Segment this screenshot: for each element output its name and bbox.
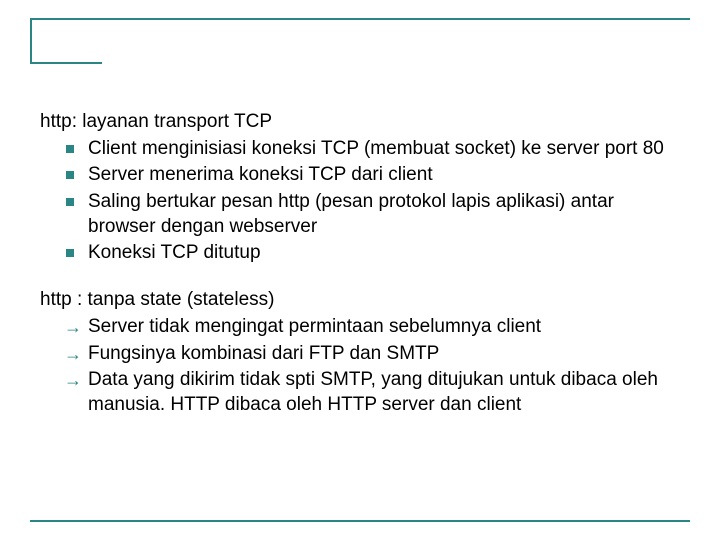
list-item-text: Server tidak mengingat permintaan sebelu… — [88, 316, 541, 337]
list-item-text: Server menerima koneksi TCP dari client — [88, 164, 433, 185]
list-item-text: Fungsinya kombinasi dari FTP dan SMTP — [88, 343, 439, 364]
list-item: Server tidak mengingat permintaan sebelu… — [66, 315, 680, 340]
list-item: Data yang dikirim tidak spti SMTP, yang … — [66, 368, 680, 417]
list-item-text: Data yang dikirim tidak spti SMTP, yang … — [88, 369, 658, 415]
top-border-line — [30, 18, 690, 20]
section2-heading: http : tanpa state (stateless) — [40, 288, 680, 313]
list-item: Koneksi TCP ditutup — [66, 241, 680, 266]
list-item: Client menginisiasi koneksi TCP (membuat… — [66, 137, 680, 162]
section1-heading: http: layanan transport TCP — [40, 110, 680, 135]
corner-accent — [30, 18, 102, 64]
list-item-text: Client menginisiasi koneksi TCP (membuat… — [88, 138, 664, 159]
list-item: Fungsinya kombinasi dari FTP dan SMTP — [66, 342, 680, 367]
section2-list: Server tidak mengingat permintaan sebelu… — [40, 315, 680, 418]
slide-content: http: layanan transport TCP Client mengi… — [40, 110, 680, 440]
section1-list: Client menginisiasi koneksi TCP (membuat… — [40, 137, 680, 266]
list-item: Server menerima koneksi TCP dari client — [66, 163, 680, 188]
list-item-text: Saling bertukar pesan http (pesan protok… — [88, 191, 614, 237]
list-item-text: Koneksi TCP ditutup — [88, 242, 261, 263]
list-item: Saling bertukar pesan http (pesan protok… — [66, 190, 680, 239]
bottom-border-line — [30, 520, 690, 522]
slide: http: layanan transport TCP Client mengi… — [0, 0, 720, 540]
